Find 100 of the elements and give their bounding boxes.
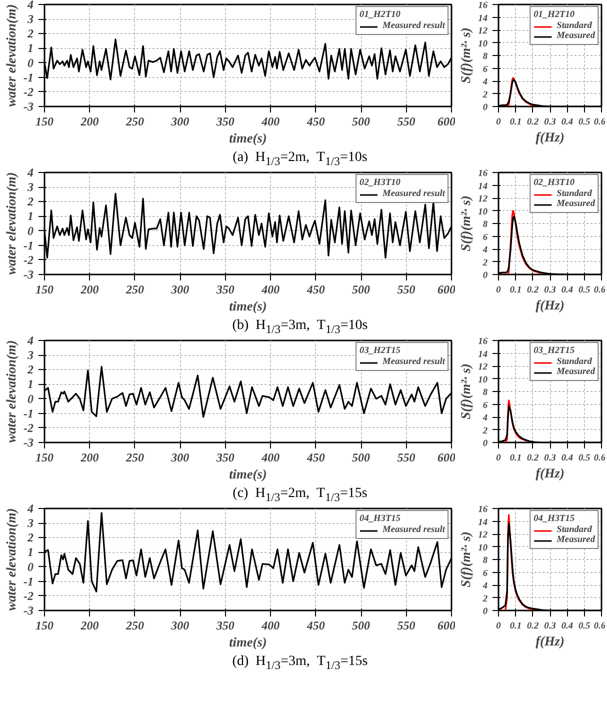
x-tick-label: 550 xyxy=(397,114,416,128)
legend-title: 01_H2T10 xyxy=(534,10,576,20)
x-tick-label: 0.3 xyxy=(544,622,556,632)
x-axis-title: f(Hz) xyxy=(536,298,564,312)
x-tick-label: 250 xyxy=(124,114,144,128)
y-tick-label: -1 xyxy=(24,574,34,588)
text: (a) H$_{1/3}$=2m, T$_{1/3}$=10s xyxy=(232,149,368,170)
y-axis-title: S(f)(m²· s) xyxy=(458,532,474,588)
y-tick-label: -3 xyxy=(24,268,34,282)
x-axis-title: time(s) xyxy=(229,130,267,146)
y-tick-label: 1 xyxy=(28,41,34,56)
legend-label: Measured result xyxy=(382,525,445,535)
x-axis-title: time(s) xyxy=(229,634,267,650)
x-tick-label: 0 xyxy=(496,286,502,296)
x-tick-label: 0.5 xyxy=(578,286,590,296)
x-tick-label: 450 xyxy=(306,114,325,128)
legend-label: Measured xyxy=(556,367,595,377)
y-tick-label: 0 xyxy=(482,439,488,449)
y-tick-label: 14 xyxy=(478,350,488,360)
x-tick-label: 350 xyxy=(215,450,234,464)
x-axis-title: time(s) xyxy=(229,298,267,314)
y-tick-label: 4 xyxy=(26,334,34,348)
x-tick-label: 0.4 xyxy=(561,286,574,296)
x-tick-label: 0.4 xyxy=(561,622,574,632)
legend-label: Measured result xyxy=(382,21,445,31)
text: (c) H$_{1/3}$=2m, T$_{1/3}$=15s xyxy=(232,485,368,506)
y-tick-label: 8 xyxy=(482,556,488,566)
x-tick-label: 300 xyxy=(170,282,190,296)
y-tick-label: 10 xyxy=(478,543,488,554)
x-tick-label: 0.3 xyxy=(544,118,556,128)
x-tick-label: 250 xyxy=(124,282,144,296)
x-tick-label: 500 xyxy=(352,618,370,632)
x-axis-title: f(Hz) xyxy=(536,634,564,648)
x-tick-label: 0.5 xyxy=(578,622,590,632)
x-tick-label: 600 xyxy=(438,618,456,632)
x-tick-label: 150 xyxy=(36,114,54,128)
y-axis-title: S(f)(m²· s) xyxy=(458,196,474,252)
x-tick-label: 0.5 xyxy=(578,454,590,464)
legend-label: Standard xyxy=(556,357,592,367)
y-tick-label: 2 xyxy=(482,426,488,436)
y-tick-label: 16 xyxy=(478,505,488,515)
y-tick-label: 4 xyxy=(482,246,488,256)
y-tick-label: 8 xyxy=(482,388,488,398)
y-tick-label: 12 xyxy=(478,362,488,372)
x-tick-label: 250 xyxy=(124,450,144,464)
y-tick-label: 4 xyxy=(26,502,34,516)
x-tick-label: 600 xyxy=(438,114,456,128)
y-tick-label: 12 xyxy=(478,194,488,204)
x-tick-label: 0.2 xyxy=(527,622,539,632)
legend-title: 04_H3T15 xyxy=(534,514,576,524)
y-tick-label: 1 xyxy=(28,209,34,224)
legend-label: Standard xyxy=(556,525,592,535)
y-tick-label: 6 xyxy=(482,400,488,411)
y-tick-label: 0 xyxy=(28,224,34,238)
y-tick-label: -1 xyxy=(24,238,34,252)
x-tick-label: 0.4 xyxy=(561,454,574,464)
text: (d) H$_{1/3}$=3m, T$_{1/3}$=15s xyxy=(232,653,368,674)
legend-title: 01_H2T10 xyxy=(360,10,402,20)
y-tick-label: 2 xyxy=(482,594,488,604)
x-tick-label: 550 xyxy=(397,450,416,464)
x-axis-title: f(Hz) xyxy=(536,130,564,144)
y-axis-title: water elevation(m) xyxy=(4,172,19,275)
x-tick-label: 150 xyxy=(36,282,54,296)
y-tick-label: 4 xyxy=(482,582,488,592)
y-tick-label: 0 xyxy=(482,103,488,113)
legend-label: Measured xyxy=(556,199,595,209)
y-tick-label: 4 xyxy=(26,166,34,180)
y-tick-label: 14 xyxy=(478,14,488,24)
x-tick-label: 0.1 xyxy=(510,118,522,128)
legend-title: 04_H3T15 xyxy=(360,514,402,524)
y-tick-label: 16 xyxy=(478,337,488,347)
x-tick-label: 600 xyxy=(438,450,456,464)
x-tick-label: 450 xyxy=(306,282,325,296)
legend-title: 03_H2T15 xyxy=(534,346,576,356)
line-series xyxy=(498,210,542,274)
y-tick-label: 16 xyxy=(478,1,488,11)
x-axis-title: time(s) xyxy=(229,466,267,482)
x-axis-title: f(Hz) xyxy=(536,466,564,480)
legend-label: Standard xyxy=(556,189,592,199)
x-tick-label: 150 xyxy=(36,618,54,632)
y-tick-label: 3 xyxy=(26,516,34,530)
y-tick-label: 2 xyxy=(26,530,34,545)
x-tick-label: 300 xyxy=(170,114,190,128)
x-tick-label: 300 xyxy=(170,450,190,464)
x-tick-label: 350 xyxy=(215,282,234,296)
x-tick-label: 200 xyxy=(80,282,99,296)
x-tick-label: 500 xyxy=(352,282,370,296)
x-tick-label: 0.1 xyxy=(510,622,522,632)
x-tick-label: 0.1 xyxy=(510,286,522,296)
y-tick-label: 10 xyxy=(478,39,488,50)
legend-label: Measured result xyxy=(382,189,445,199)
x-tick-label: 550 xyxy=(397,618,416,632)
y-tick-label: 14 xyxy=(478,518,488,528)
x-tick-label: 0.2 xyxy=(527,118,539,128)
legend-title: 02_H3T10 xyxy=(534,178,576,188)
y-tick-label: 3 xyxy=(26,180,34,194)
x-tick-label: 550 xyxy=(397,282,416,296)
y-tick-label: -2 xyxy=(24,420,34,435)
x-tick-label: 0.2 xyxy=(527,286,539,296)
x-tick-label: 0.1 xyxy=(510,454,522,464)
